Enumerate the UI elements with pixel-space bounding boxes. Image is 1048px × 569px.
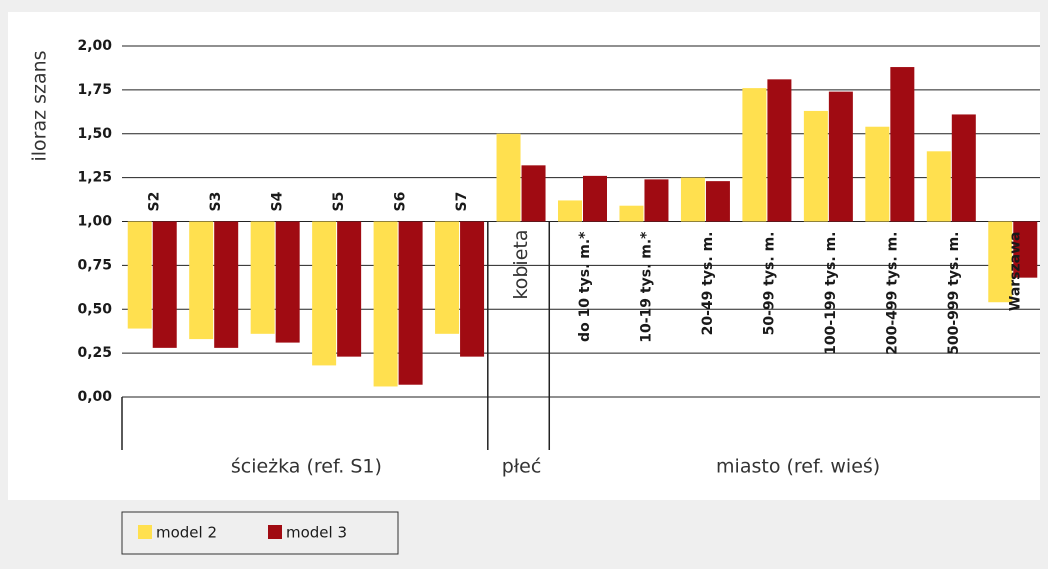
bar — [619, 205, 644, 222]
bar — [988, 221, 1013, 303]
bar — [398, 221, 423, 385]
x-tick-label: S6 — [393, 192, 409, 212]
y-tick-label: 1,75 — [77, 82, 112, 98]
bar — [214, 221, 239, 348]
bar — [680, 177, 705, 222]
y-axis-title: iloraz szans — [29, 50, 51, 161]
group-label: miasto (ref. wieś) — [716, 456, 880, 478]
x-tick-label: 10-19 tys. m.* — [638, 231, 654, 343]
group-label: płeć — [502, 456, 542, 478]
x-tick-label: kobieta — [510, 230, 532, 300]
legend-swatch — [138, 525, 152, 539]
y-tick-label: 1,50 — [77, 126, 112, 142]
bar — [926, 151, 951, 222]
bar — [373, 221, 398, 387]
bar — [828, 91, 853, 222]
bar — [1013, 221, 1038, 278]
x-tick-label: Warszawa — [1007, 232, 1023, 312]
bar — [890, 67, 915, 222]
bar — [460, 221, 485, 357]
y-tick-label: 0,50 — [77, 301, 112, 317]
bar — [767, 79, 792, 222]
bar — [951, 114, 976, 222]
bar — [152, 221, 177, 348]
x-tick-label: 50-99 tys. m. — [761, 232, 777, 336]
y-tick-label: 0,75 — [77, 257, 112, 273]
x-tick-label: 500-999 tys. m. — [946, 232, 962, 355]
y-tick-label: 0,25 — [77, 345, 112, 361]
y-tick-label: 1,00 — [77, 214, 112, 230]
bar — [337, 221, 362, 357]
x-tick-label: S7 — [454, 192, 470, 212]
legend-label: model 3 — [286, 524, 347, 542]
x-tick-label: do 10 tys. m.* — [577, 231, 593, 342]
legend-box — [121, 511, 399, 555]
x-tick-label: S2 — [147, 192, 163, 212]
y-tick-label: 0,00 — [77, 389, 112, 405]
legend-label: model 2 — [156, 524, 217, 542]
bar — [644, 179, 669, 222]
x-tick-label: S5 — [331, 192, 347, 212]
legend-swatch — [268, 525, 282, 539]
bar — [250, 221, 275, 334]
bar — [865, 126, 890, 222]
bar — [521, 165, 546, 222]
x-tick-label: 100-199 tys. m. — [823, 232, 839, 355]
bar — [558, 200, 582, 222]
bar — [705, 181, 730, 222]
x-tick-label: S4 — [270, 191, 286, 211]
x-tick-label: 20-49 tys. m. — [700, 232, 716, 336]
group-label: ścieżka (ref. S1) — [231, 456, 382, 478]
x-tick-label: S3 — [208, 192, 224, 212]
plot-background — [8, 12, 1040, 500]
bar — [127, 221, 152, 329]
y-tick-label: 1,25 — [77, 170, 112, 186]
bar — [275, 221, 300, 343]
bar — [496, 133, 521, 222]
bar — [742, 88, 767, 222]
bar — [312, 221, 337, 366]
x-tick-label: 200-499 tys. m. — [884, 232, 900, 355]
y-tick-label: 2,00 — [77, 38, 112, 54]
bar — [803, 110, 828, 222]
bar — [583, 175, 607, 222]
bar — [435, 221, 460, 334]
bar — [189, 221, 214, 340]
